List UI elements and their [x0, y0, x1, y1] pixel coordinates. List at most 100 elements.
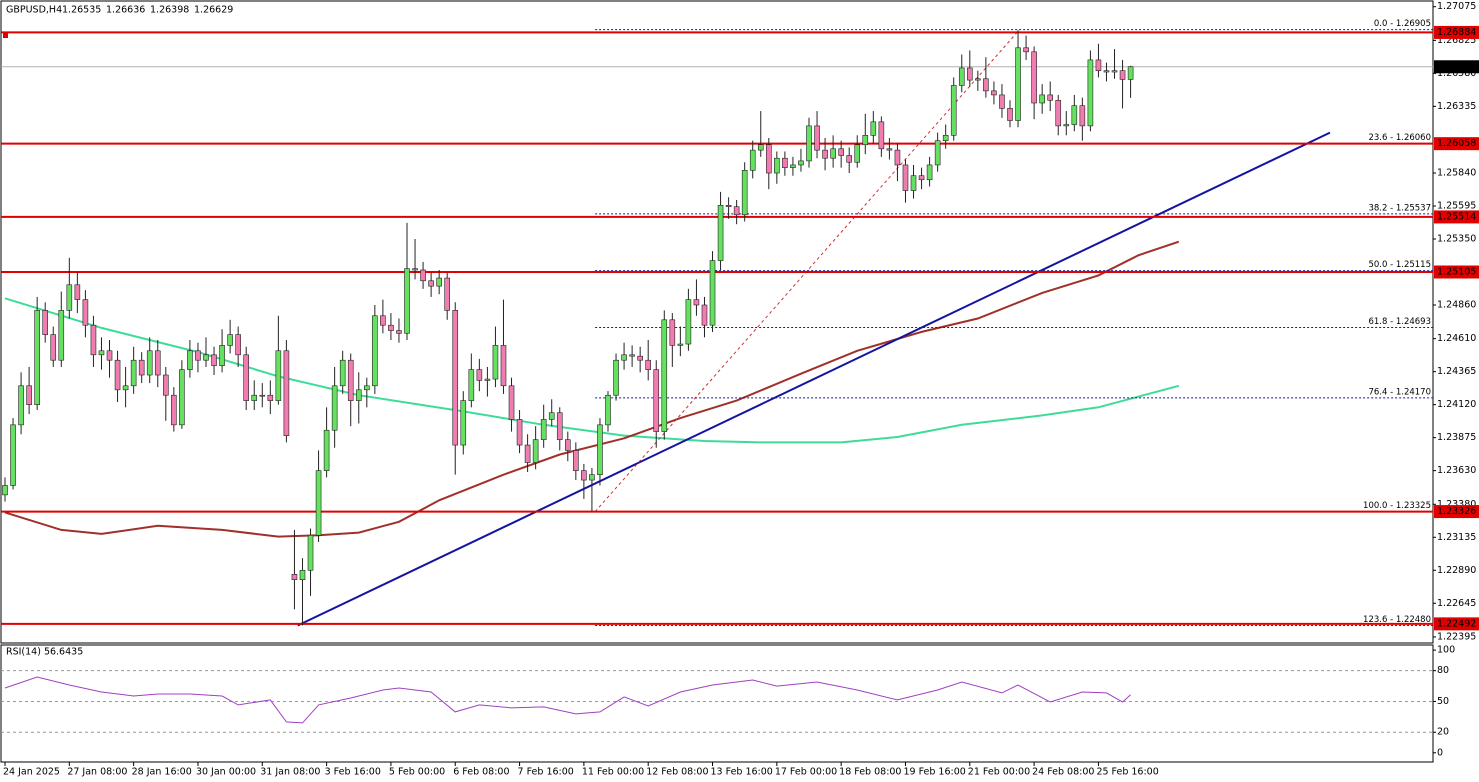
candle-body [516, 419, 523, 446]
candle-body [790, 164, 796, 168]
candle-body [822, 149, 828, 159]
candle-body [605, 394, 611, 426]
candle-body [74, 284, 81, 300]
candle-body [1039, 94, 1045, 104]
y-tick-label: 1.24365 [1437, 366, 1476, 377]
candle-body [693, 299, 700, 306]
x-tick-label: 12 Feb 08:00 [646, 767, 708, 778]
candle-body [966, 67, 973, 81]
candle-body [661, 319, 668, 432]
candle-body [2, 485, 8, 496]
candle-body [613, 359, 619, 396]
candle-body [950, 85, 957, 136]
candle-body [669, 319, 676, 346]
candle-body [452, 310, 459, 446]
main-panel-frame [0, 0, 1434, 644]
candle-body [1023, 47, 1029, 53]
current-price-tag [1434, 60, 1479, 74]
candle-body [741, 170, 748, 216]
y-tick-label: 1.24120 [1437, 399, 1476, 410]
candle-body [717, 205, 724, 261]
rsi-panel-frame [0, 644, 1434, 763]
candle-body [532, 439, 539, 463]
y-tick-label: 1.24610 [1437, 333, 1476, 344]
candle-body [629, 354, 635, 357]
x-tick-label: 11 Feb 00:00 [582, 767, 644, 778]
candle-body [388, 324, 394, 331]
candle-body [468, 369, 475, 401]
y-tick-label: 20 [1437, 727, 1449, 738]
candle-body [1015, 47, 1021, 121]
level-tag [1434, 137, 1479, 151]
candle-body [114, 359, 121, 391]
candle-body [1127, 66, 1134, 80]
candle-body [500, 345, 507, 387]
candle-body [1031, 51, 1037, 104]
candle-body [878, 121, 885, 150]
fib-label: 123.6 - 1.22480 [1363, 615, 1431, 625]
candle-body [58, 310, 65, 361]
fib-label: 38.2 - 1.25537 [1368, 203, 1431, 213]
candle-body [355, 389, 362, 401]
y-tick-label: 50 [1437, 696, 1449, 707]
candle-body [363, 385, 370, 391]
candle-body [798, 160, 804, 166]
x-tick-label: 24 Feb 08:00 [1032, 767, 1094, 778]
candle-body [444, 277, 451, 311]
y-tick-label: 1.22645 [1437, 598, 1476, 609]
candle-body [130, 359, 137, 387]
candle-body [830, 148, 836, 159]
x-tick-label: 30 Jan 00:00 [196, 767, 256, 778]
fib-label: 23.6 - 1.26060 [1368, 133, 1431, 143]
level-label: 1.25105 [1437, 267, 1476, 278]
candle-body [484, 378, 491, 381]
candle-body [1007, 108, 1013, 121]
candle-body [1079, 105, 1086, 127]
ohlc-value: 1.26629 [194, 5, 233, 16]
x-tick-label: 3 Feb 16:00 [325, 767, 381, 778]
y-tick-label: 1.26335 [1437, 101, 1476, 112]
y-tick-label: 80 [1437, 665, 1449, 676]
x-tick-label: 25 Feb 16:00 [1096, 767, 1158, 778]
x-tick-label: 21 Feb 00:00 [968, 767, 1030, 778]
fib-label: 76.4 - 1.24170 [1368, 387, 1431, 397]
candle-body [677, 343, 684, 346]
x-tick-label: 7 Feb 16:00 [518, 767, 574, 778]
y-tick-label: 1.25350 [1437, 234, 1476, 245]
ohlc-value: 1.26535 [62, 5, 101, 16]
x-tick-label: 17 Feb 00:00 [775, 767, 837, 778]
candle-body [757, 144, 764, 151]
candle-body [653, 369, 660, 432]
candle-body [211, 354, 217, 366]
x-tick-label: 24 Jan 2025 [3, 767, 60, 778]
candle-body [460, 400, 467, 446]
candle-body [26, 385, 32, 405]
fib-label: 0.0 - 1.26905 [1374, 19, 1431, 29]
candle-body [219, 345, 225, 366]
candle-body [725, 205, 732, 207]
y-tick-label: 1.24860 [1437, 299, 1476, 310]
candle-body [846, 155, 853, 163]
x-tick-label: 28 Jan 16:00 [132, 767, 192, 778]
candle-body [918, 175, 925, 181]
candle-body [412, 268, 418, 271]
candle-body [347, 359, 354, 401]
candle-body [203, 354, 209, 361]
candle-body [524, 444, 531, 463]
candle-body [476, 369, 483, 381]
candle-body [573, 450, 579, 471]
candle-body [934, 140, 941, 166]
candle-body [854, 144, 861, 163]
candle-body [1103, 70, 1110, 73]
fib-trend-line [594, 29, 1020, 513]
axes: 1.27075 1.26825 1.26580 1.26335 1.25840 1.255… [3, 1, 1479, 778]
y-tick-label: 1.25595 [1437, 201, 1476, 212]
candle-body [146, 350, 153, 376]
candle-body [106, 350, 113, 361]
candle-body [404, 268, 410, 334]
candle-body [396, 330, 402, 334]
candle-body [1111, 70, 1118, 73]
x-tick-label: 18 Feb 08:00 [839, 767, 901, 778]
ohlc-value: 1.26398 [150, 5, 189, 16]
